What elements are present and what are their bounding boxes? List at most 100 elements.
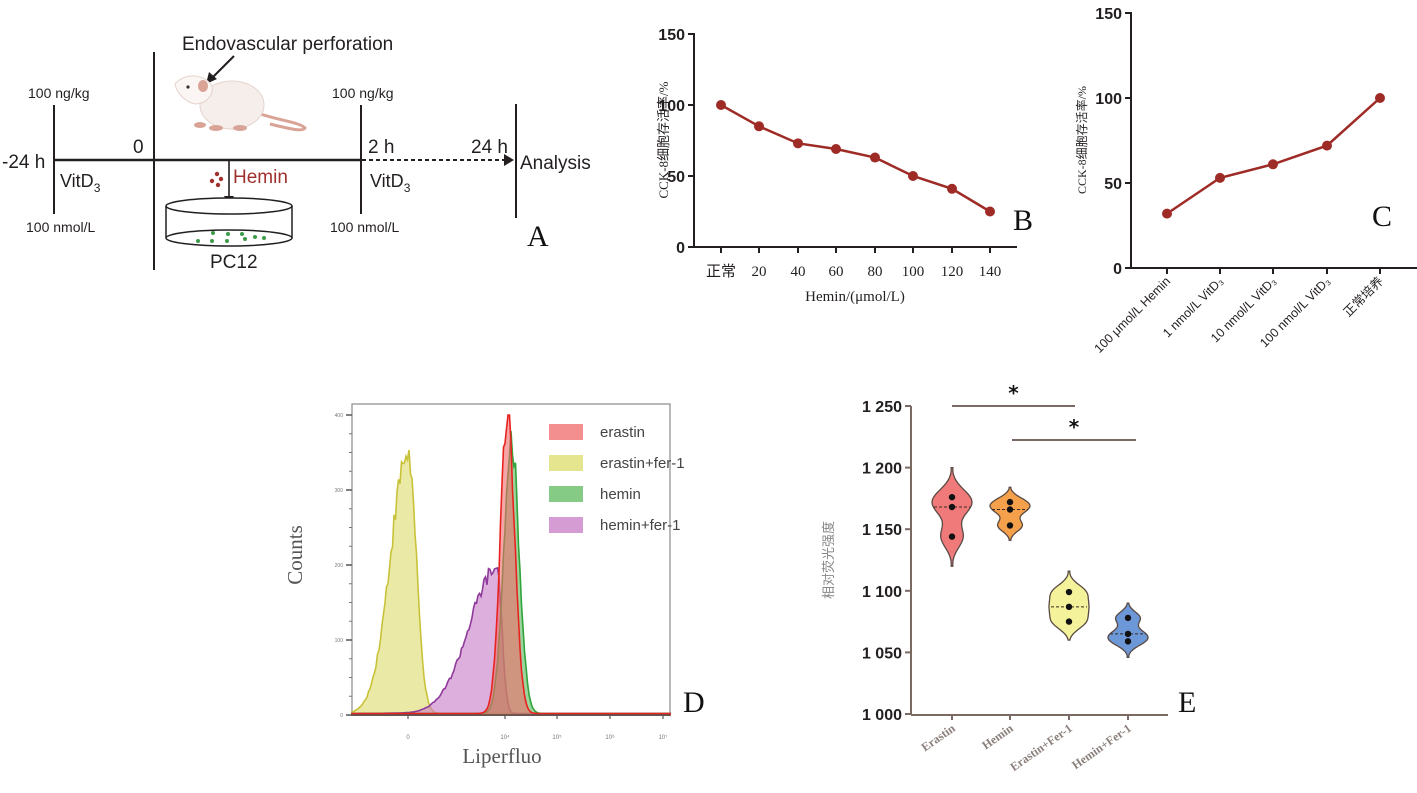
chart-e-violin-erastin	[931, 466, 973, 567]
chartB-x-tick-label: 100	[902, 264, 925, 280]
chartC-data-point	[1375, 93, 1385, 103]
chart-c-points	[1162, 93, 1385, 219]
chart-e-y-tick-label: 1 250	[862, 399, 902, 416]
chart-d-histograms	[351, 414, 671, 716]
chart-e-data-point	[1124, 638, 1132, 645]
rat-icon	[174, 75, 307, 132]
chartB-data-point	[831, 144, 841, 155]
chartC-x-tick-label: 正常培养	[1340, 274, 1386, 320]
chartB-y-tick-label: 50	[667, 169, 685, 186]
chart-e-data-point	[1006, 498, 1014, 506]
chartC-y-tick-label: 0	[1113, 261, 1122, 278]
chart-d-histogram-erastin	[351, 414, 671, 716]
chartC-x-tick-label: 100 nmol/L VitD₃	[1257, 274, 1333, 350]
chartC-y-tick-label: 50	[1104, 176, 1122, 193]
chartC-y-tick-label: 150	[1095, 6, 1122, 23]
chart-e-ylabel: 相对荧光强度	[821, 521, 836, 599]
chartB-data-point	[716, 100, 726, 110]
chartB-x-tick-label: 120	[941, 264, 964, 280]
chartC-data-point	[1322, 140, 1332, 151]
chart-e-data-point	[1065, 618, 1073, 625]
chart-d-x-tick-label: 10⁷	[659, 734, 668, 741]
chart-c-y-ticks: 0 50 100 150	[1095, 6, 1131, 278]
chartB-y-tick-label: 150	[658, 27, 685, 44]
time-label-minus24h: -24 h	[2, 152, 45, 173]
chart-b-points	[716, 100, 995, 217]
chart-c-axes	[1130, 12, 1417, 269]
chartB-x-tick-label: 140	[979, 264, 1002, 280]
chart-d-x-tick-label: 10⁵	[552, 734, 562, 741]
surgery-arrow-head	[206, 72, 217, 84]
vitd-label-pre: VitD3	[60, 171, 101, 195]
chart-e-y-tick-label: 1 150	[862, 522, 902, 539]
chart-d-x-ticks: 0 10⁴ 10⁵ 10⁶ 10⁷	[406, 715, 667, 741]
chart-e-data-point	[1065, 603, 1073, 611]
chart-d-legend-label: hemin+fer-1	[600, 517, 680, 534]
chartB-data-point	[793, 138, 803, 149]
hemin-label: Hemin	[233, 167, 288, 188]
chart-b-ylabel: CCK-8细胞存活率/%	[656, 81, 671, 198]
chart-e-significance-star: *	[1008, 381, 1019, 405]
dose-top-post: 100 ng/kg	[332, 85, 394, 101]
chart-e-y-tick-label: 1 100	[862, 584, 902, 601]
chart-d-frame	[351, 403, 671, 716]
chart-d-ylabel: Counts	[283, 525, 307, 585]
chart-e-x-tick-label: Hemin	[979, 721, 1016, 753]
chartB-data-point	[870, 152, 880, 163]
chartC-data-point	[1215, 172, 1225, 183]
chart-d-histogram-hemin-plus-fer-1	[351, 566, 671, 716]
chart-e-data-point	[948, 503, 956, 511]
chart-b-y-ticks: 0 50 100 150	[658, 27, 694, 257]
chart-d-y-tick-label: 100	[335, 638, 344, 644]
chartB-data-point	[754, 121, 764, 132]
timeline-axis	[54, 154, 514, 166]
surgery-label: Endovascular perforation	[182, 34, 393, 55]
panel-label-d: D	[683, 686, 705, 719]
chart-e-significance: **	[952, 381, 1136, 441]
chart-e-y-ticks: 1 000 1 050 1 100 1 150 1 200 1 250	[862, 399, 911, 724]
chartB-x-tick-label: 40	[791, 264, 806, 280]
panel-label-b: B	[1013, 204, 1033, 237]
chartB-x-tick-label: 正常	[706, 263, 736, 280]
time-label-24h: 24 h	[471, 137, 508, 158]
chart-d-y-tick-label: 400	[335, 413, 344, 419]
chartB-x-tick-label: 60	[829, 264, 844, 280]
chart-d-y-ticks: 0 100 200 300 400	[335, 413, 352, 719]
chartC-x-tick-label: 10 nmol/L VitD₃	[1208, 274, 1279, 345]
chart-d-legend-swatch	[549, 455, 583, 471]
panel-label-e: E	[1178, 686, 1196, 719]
chart-d-x-tick-label: 0	[406, 735, 410, 741]
chartC-data-point	[1268, 159, 1278, 170]
dose-bottom-pre: 100 nmol/L	[26, 219, 95, 235]
panel-label-a: A	[527, 220, 549, 253]
chart-d-legend-swatch	[549, 486, 583, 502]
chart-d-legend-swatch	[549, 517, 583, 533]
chart-e-data-point	[1006, 522, 1014, 529]
chart-e-y-tick-label: 1 050	[862, 645, 902, 662]
panel-label-c: C	[1372, 200, 1392, 233]
chart-e-data-point	[1124, 630, 1132, 638]
chart-d-legend-label: erastin+fer-1	[600, 455, 685, 472]
chart-e-significance-star: *	[1069, 415, 1080, 439]
chartB-data-point	[947, 183, 957, 194]
dose-top-pre: 100 ng/kg	[28, 85, 90, 101]
chart-d-xlabel: Liperfluo	[462, 744, 541, 768]
chart-e-violin-erastin-plus-fer-1	[1048, 570, 1090, 641]
chartC-x-tick-label: 100 μmol/L Hemin	[1092, 274, 1174, 356]
chart-b-series-line	[720, 103, 991, 213]
chartB-x-tick-label: 20	[752, 264, 767, 280]
chartB-y-tick-label: 0	[676, 240, 685, 257]
chart-d-y-tick-label: 0	[340, 713, 343, 719]
chart-d-x-tick-label: 10⁴	[500, 734, 510, 741]
chart-d-legend-label: erastin	[600, 424, 645, 441]
chart-d-y-tick-label: 200	[335, 563, 344, 569]
analysis-label: Analysis	[520, 153, 591, 174]
chart-d-legend-label: hemin	[600, 486, 641, 503]
chartB-data-point	[985, 206, 995, 217]
chart-d-histogram-hemin	[351, 431, 671, 716]
chart-e-data-point	[1006, 506, 1014, 513]
chart-e-y-tick-label: 1 200	[862, 461, 902, 478]
cell-label: PC12	[210, 252, 258, 273]
chart-b-axes	[693, 33, 1017, 248]
